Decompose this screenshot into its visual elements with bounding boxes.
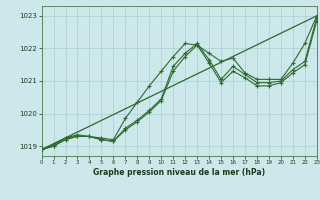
X-axis label: Graphe pression niveau de la mer (hPa): Graphe pression niveau de la mer (hPa) bbox=[93, 168, 265, 177]
